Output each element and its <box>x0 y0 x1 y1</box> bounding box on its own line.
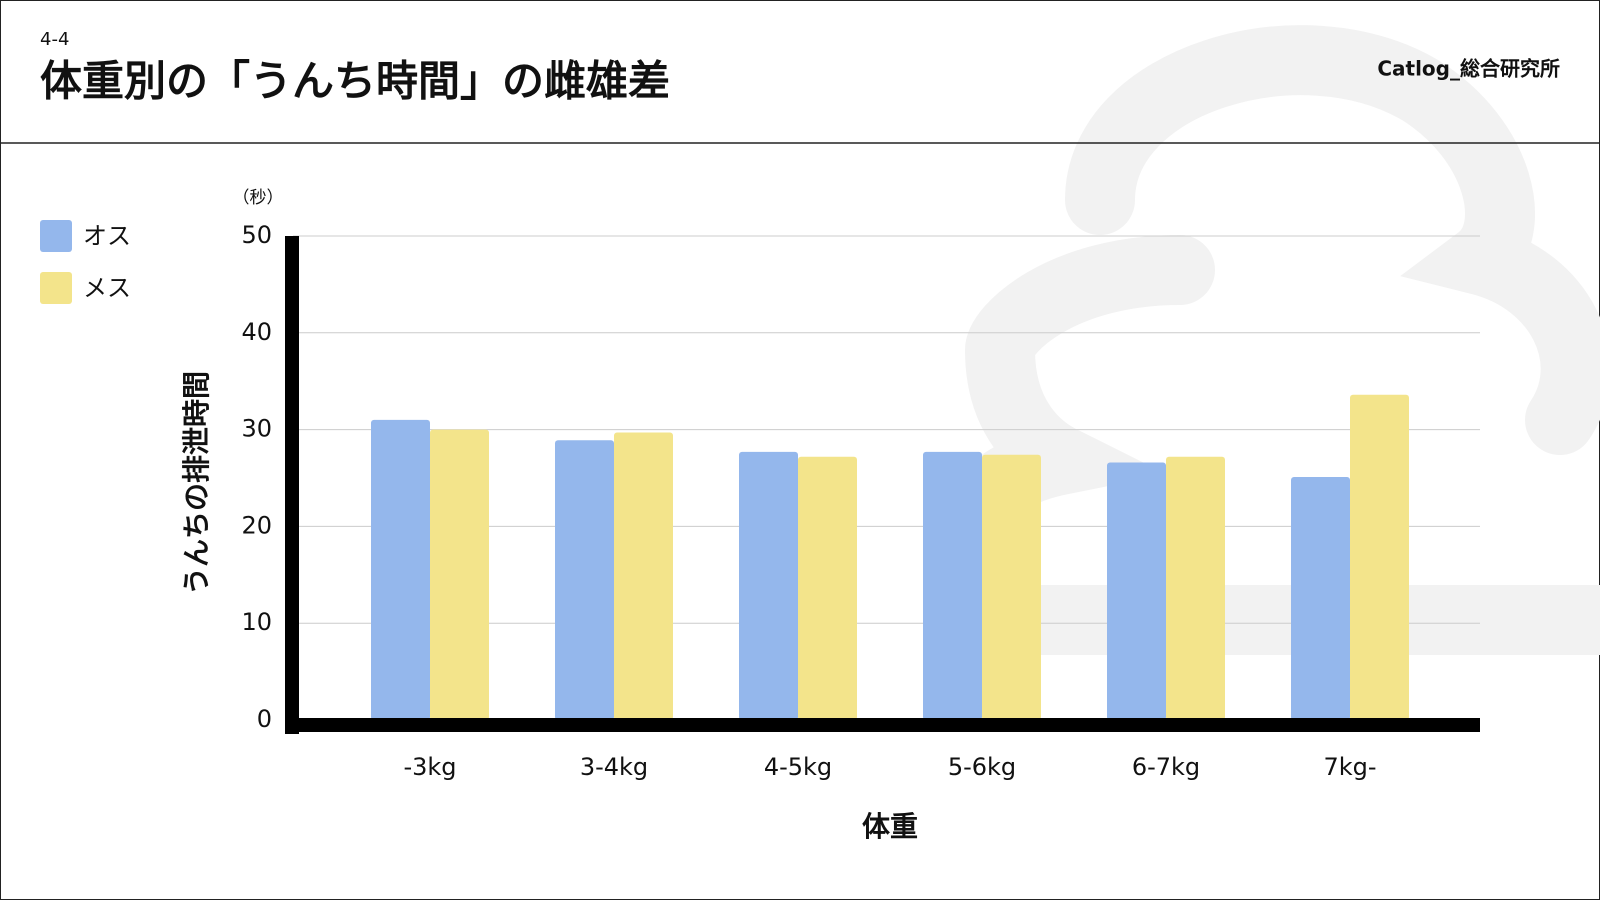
bar <box>739 451 798 720</box>
y-axis-line <box>285 236 299 734</box>
brand: Catlog_総合研究所 <box>1377 57 1560 81</box>
x-tick-label: 5-6kg <box>948 753 1016 781</box>
bar <box>1291 477 1350 720</box>
bar <box>555 440 614 720</box>
y-tick-label: 50 <box>241 221 272 249</box>
y-unit: （秒） <box>233 188 284 208</box>
x-tick-label: 7kg- <box>1323 753 1376 781</box>
x-axis-label: 体重 <box>862 810 918 843</box>
chart-title: 体重別の「うんち時間」の雌雄差 <box>40 57 670 106</box>
y-axis-label: うんちの排泄時間 <box>180 371 213 595</box>
bar <box>1107 462 1166 720</box>
y-tick-label: 0 <box>257 705 272 733</box>
y-tick-label: 30 <box>241 415 272 443</box>
bar <box>371 419 430 720</box>
legend-swatch <box>40 272 72 304</box>
legend-swatch <box>40 220 72 252</box>
x-tick-label: 3-4kg <box>580 753 648 781</box>
x-tick-label: 6-7kg <box>1132 753 1200 781</box>
bar <box>430 429 489 720</box>
y-tick-label: 40 <box>241 318 272 346</box>
bar <box>614 432 673 720</box>
x-tick-label: 4-5kg <box>764 753 832 781</box>
y-tick-label: 20 <box>241 511 272 539</box>
legend-label: メス <box>83 274 131 302</box>
legend-label: オス <box>83 222 131 250</box>
bar <box>1166 456 1225 720</box>
bar <box>798 456 857 720</box>
bar <box>1350 394 1409 720</box>
x-tick-label: -3kg <box>403 753 456 781</box>
x-axis-line <box>285 718 1480 732</box>
bar <box>982 454 1041 720</box>
bar <box>923 451 982 720</box>
section-number: 4-4 <box>40 29 69 50</box>
y-tick-label: 10 <box>241 608 272 636</box>
